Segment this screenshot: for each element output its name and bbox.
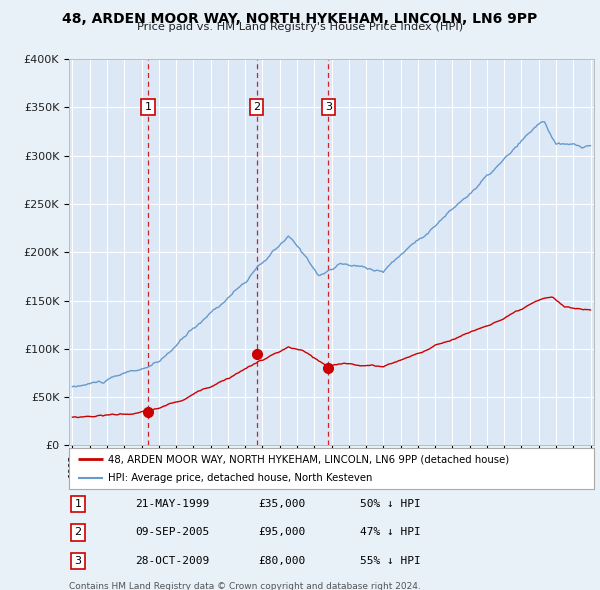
Text: Price paid vs. HM Land Registry's House Price Index (HPI): Price paid vs. HM Land Registry's House … [137, 22, 463, 32]
Text: 55% ↓ HPI: 55% ↓ HPI [360, 556, 421, 566]
Text: 47% ↓ HPI: 47% ↓ HPI [360, 527, 421, 537]
Text: 28-OCT-2009: 28-OCT-2009 [135, 556, 209, 566]
Text: 21-MAY-1999: 21-MAY-1999 [135, 499, 209, 509]
Text: 3: 3 [325, 102, 332, 112]
Text: 2: 2 [253, 102, 260, 112]
Text: HPI: Average price, detached house, North Kesteven: HPI: Average price, detached house, Nort… [109, 473, 373, 483]
Text: 1: 1 [74, 499, 82, 509]
Text: 48, ARDEN MOOR WAY, NORTH HYKEHAM, LINCOLN, LN6 9PP (detached house): 48, ARDEN MOOR WAY, NORTH HYKEHAM, LINCO… [109, 454, 509, 464]
Text: 48, ARDEN MOOR WAY, NORTH HYKEHAM, LINCOLN, LN6 9PP: 48, ARDEN MOOR WAY, NORTH HYKEHAM, LINCO… [62, 12, 538, 26]
Text: 2: 2 [74, 527, 82, 537]
Text: £95,000: £95,000 [258, 527, 305, 537]
Text: Contains HM Land Registry data © Crown copyright and database right 2024.: Contains HM Land Registry data © Crown c… [69, 582, 421, 590]
Text: 50% ↓ HPI: 50% ↓ HPI [360, 499, 421, 509]
Text: 09-SEP-2005: 09-SEP-2005 [135, 527, 209, 537]
Text: 3: 3 [74, 556, 82, 566]
Text: £35,000: £35,000 [258, 499, 305, 509]
Text: 1: 1 [145, 102, 151, 112]
Text: £80,000: £80,000 [258, 556, 305, 566]
